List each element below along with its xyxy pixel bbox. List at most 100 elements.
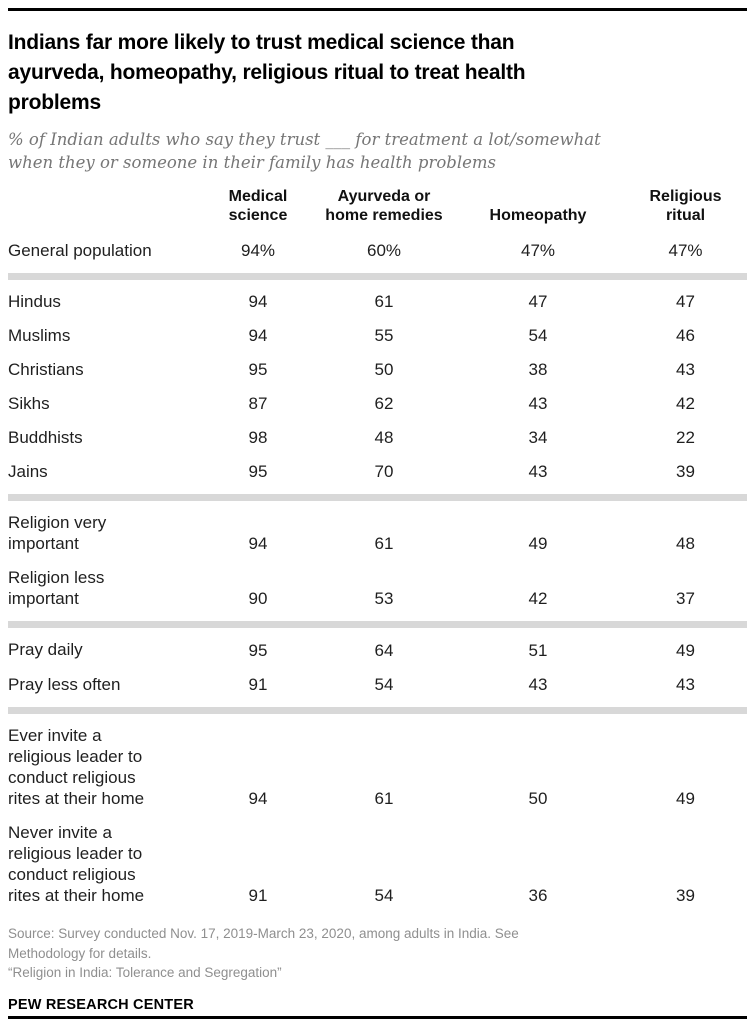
value-cell: 94 <box>248 788 268 808</box>
value-cell: 43 <box>528 393 548 413</box>
value-cell: 91 <box>248 674 268 694</box>
value-cell: 95 <box>248 640 268 660</box>
row-label: Muslims <box>8 325 71 345</box>
table-row: Pray less often 91 54 43 43 <box>8 668 747 702</box>
value-cell: 49 <box>676 788 695 808</box>
value-cell: 54 <box>374 886 394 906</box>
value-cell: 87 <box>248 393 268 413</box>
value-cell: 54 <box>528 325 548 345</box>
top-rule <box>8 8 747 11</box>
table-row: Buddhists 98 48 34 22 <box>8 421 747 455</box>
value-cell: 95 <box>248 462 268 482</box>
value-cell: 43 <box>676 674 695 694</box>
row-label: Religion very important <box>8 513 107 554</box>
row-label: Christians <box>8 359 84 379</box>
header-homeopathy: Homeopathy <box>452 187 624 234</box>
title-line-2: ayurveda, homeopathy, religious ritual t… <box>8 61 526 85</box>
bottom-rule <box>8 1016 747 1019</box>
title-line-3: problems <box>8 91 101 115</box>
row-label: Buddhists <box>8 427 83 447</box>
value-cell: 43 <box>676 359 695 379</box>
value-cell: 46 <box>676 325 695 345</box>
group-separator <box>8 268 747 285</box>
header-line: Homeopathy <box>489 207 587 225</box>
value-cell: 55 <box>374 325 394 345</box>
value-cell: 51 <box>528 640 548 660</box>
header-line: home remedies <box>325 207 443 225</box>
value-cell: 61 <box>374 534 394 554</box>
value-cell: 95 <box>248 359 268 379</box>
value-cell: 98 <box>248 428 268 448</box>
table-row: Ever invite a religious leader to conduct … <box>8 719 747 816</box>
header-empty-cell <box>8 187 200 234</box>
branding: PEW RESEARCH CENTER <box>8 996 194 1013</box>
header-line: Ayurveda or <box>337 187 431 205</box>
source-note: Source: Survey conducted Nov. 17, 2019-M… <box>8 924 747 983</box>
group-separator <box>8 489 747 506</box>
table-row: Sikhs 87 62 43 42 <box>8 387 747 421</box>
value-cell: 22 <box>676 428 695 448</box>
value-cell: 49 <box>676 640 695 660</box>
chart-title: Indians far more likely to trust medical… <box>8 28 747 119</box>
value-cell: 62 <box>374 393 394 413</box>
header-line: ritual <box>665 207 706 225</box>
row-label: Never invite a religious leader to conduct… <box>8 822 145 906</box>
value-cell: 39 <box>676 462 695 482</box>
value-cell: 34 <box>528 428 548 448</box>
value-cell: 60% <box>366 240 402 260</box>
table-row: General population 94% 60% 47% 47% <box>8 234 747 268</box>
value-cell: 64 <box>374 640 394 660</box>
row-label: Sikhs <box>8 393 50 413</box>
value-cell: 61 <box>374 788 394 808</box>
value-cell: 94 <box>248 325 268 345</box>
table-row: Pray daily 95 64 51 49 <box>8 633 747 667</box>
subtitle-line-1: % of Indian adults who say they trust __… <box>8 129 601 149</box>
value-cell: 54 <box>374 674 394 694</box>
separator-bar <box>8 621 747 629</box>
subtitle-line-2: when they or someone in their family has… <box>8 153 496 173</box>
value-cell: 42 <box>676 393 695 413</box>
table-row: Muslims 94 55 54 46 <box>8 319 747 353</box>
value-cell: 43 <box>528 462 548 482</box>
chart-subtitle: % of Indian adults who say they trust __… <box>8 128 747 175</box>
header-line: Religious <box>649 187 722 205</box>
table-row: Hindus 94 61 47 47 <box>8 285 747 319</box>
group-separator <box>8 702 747 719</box>
value-cell: 38 <box>528 359 548 379</box>
value-cell: 70 <box>374 462 394 482</box>
table-row: Never invite a religious leader to conduct… <box>8 816 747 913</box>
header-line: science <box>228 207 288 225</box>
table-row: Jains 95 70 43 39 <box>8 455 747 489</box>
table-row: Religion less important 90 53 42 37 <box>8 561 747 616</box>
row-label: Pray daily <box>8 640 83 660</box>
row-label: General population <box>8 240 152 260</box>
row-label: Jains <box>8 462 48 482</box>
value-cell: 49 <box>528 534 548 554</box>
header-medical-science: Medical science <box>200 187 316 234</box>
value-cell: 50 <box>374 359 394 379</box>
value-cell: 91 <box>248 886 268 906</box>
group-separator <box>8 616 747 633</box>
value-cell: 37 <box>676 589 695 609</box>
table-row: Christians 95 50 38 43 <box>8 353 747 387</box>
header-religious-ritual: Religious ritual <box>624 187 747 234</box>
title-line-1: Indians far more likely to trust medical… <box>8 31 515 54</box>
value-cell: 42 <box>528 589 548 609</box>
value-cell: 48 <box>676 534 695 554</box>
separator-bar <box>8 706 747 714</box>
value-cell: 47 <box>676 291 695 311</box>
table-row: Religion very important 94 61 49 48 <box>8 506 747 561</box>
value-cell: 50 <box>528 788 548 808</box>
value-cell: 39 <box>676 886 695 906</box>
value-cell: 47% <box>668 240 703 260</box>
row-label: Ever invite a religious leader to conduct … <box>8 725 145 808</box>
value-cell: 47% <box>520 240 556 260</box>
value-cell: 47 <box>528 291 548 311</box>
data-table: Medical science Ayurveda or home remedie… <box>8 187 747 914</box>
value-cell: 90 <box>248 589 268 609</box>
value-cell: 94% <box>240 240 276 260</box>
row-label: Religion less important <box>8 568 105 609</box>
separator-bar <box>8 494 747 502</box>
row-label: Pray less often <box>8 674 121 694</box>
